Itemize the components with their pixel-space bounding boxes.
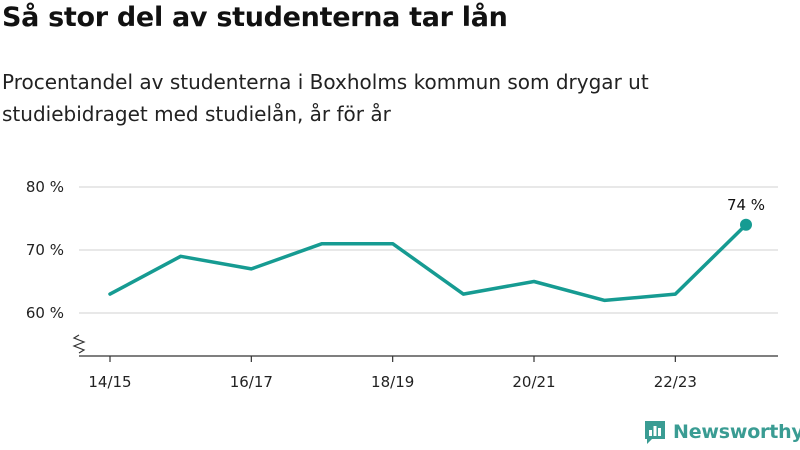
tick-labels: 60 % 70 % 80 % 14/15 16/17 18/19 20/21 22/23 74 …: [26, 178, 765, 391]
chart-title: Så stor del av studenterna tar lån: [2, 2, 508, 33]
y-tick-label-80: 80 %: [26, 178, 64, 196]
x-axis: [72, 334, 778, 362]
newsworthy-logo-icon: [645, 421, 665, 444]
x-tick-label-16/17: 16/17: [230, 373, 273, 391]
grid-lines: [79, 186, 778, 314]
data-label-23/24: 74 %: [727, 196, 765, 214]
data-point-23/24: [740, 218, 752, 231]
x-tick-label-22/23: 22/23: [654, 373, 697, 391]
x-tick-label-20/21: 20/21: [512, 373, 555, 391]
brand-name: Newsworthy: [673, 421, 800, 443]
y-tick-label-70: 70 %: [26, 241, 64, 259]
data-series: [108, 218, 752, 303]
y-tick-label-60: 60 %: [26, 304, 64, 322]
y-axis-break-icon: [72, 334, 86, 354]
newsworthy-logo: Newsworthy: [643, 419, 800, 445]
x-tick-label-18/19: 18/19: [371, 373, 414, 391]
chart-subtitle: Procentandel av studenterna i Boxholms k…: [2, 70, 649, 126]
x-tick-label-14/15: 14/15: [88, 373, 131, 391]
series-line-0: [108, 223, 748, 303]
